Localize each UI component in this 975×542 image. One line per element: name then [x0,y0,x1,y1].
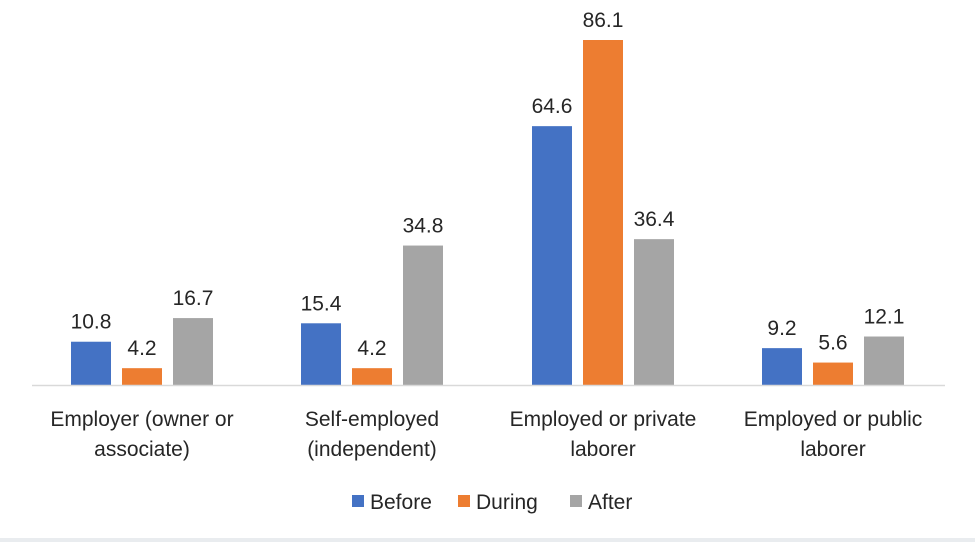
category-label-3-line-1: laborer [800,438,865,461]
bar-after-1 [403,245,443,385]
bar-during-2 [583,40,623,385]
data-label-during-2: 86.1 [583,9,624,32]
data-label-after-3: 12.1 [864,306,905,329]
legend-label-after: After [588,491,632,514]
legend-label-before: Before [370,491,432,514]
legend-label-during: During [476,491,538,514]
category-label-1-line-1: (independent) [307,438,437,461]
bottom-divider [0,538,975,542]
category-label-2-line-1: laborer [570,438,635,461]
category-label-3-line-0: Employed or public [744,408,923,431]
bar-during-0 [122,368,162,385]
category-label-1-line-0: Self-employed [305,408,439,431]
category-label-0-line-0: Employer (owner or [50,408,233,431]
data-label-after-2: 36.4 [634,208,675,231]
category-label-2-line-0: Employed or private [510,408,697,431]
bar-during-3 [813,362,853,385]
data-label-during-3: 5.6 [818,332,847,355]
bar-before-3 [762,348,802,385]
bar-after-3 [864,336,904,385]
data-label-before-3: 9.2 [767,317,796,340]
legend-swatch-before [352,495,364,507]
data-label-after-0: 16.7 [173,287,214,310]
category-label-0-line-1: associate) [94,438,190,461]
bar-after-2 [634,239,674,385]
data-label-before-2: 64.6 [532,95,573,118]
bar-before-1 [301,323,341,385]
data-label-before-1: 15.4 [301,292,342,315]
data-label-during-1: 4.2 [357,337,386,360]
bar-during-1 [352,368,392,385]
data-label-before-0: 10.8 [71,311,112,334]
bar-after-0 [173,318,213,385]
legend-swatch-after [570,495,582,507]
data-label-after-1: 34.8 [403,215,444,238]
legend-swatch-during [458,495,470,507]
bar-before-0 [71,341,111,385]
data-label-during-0: 4.2 [127,337,156,360]
bar-before-2 [532,126,572,385]
